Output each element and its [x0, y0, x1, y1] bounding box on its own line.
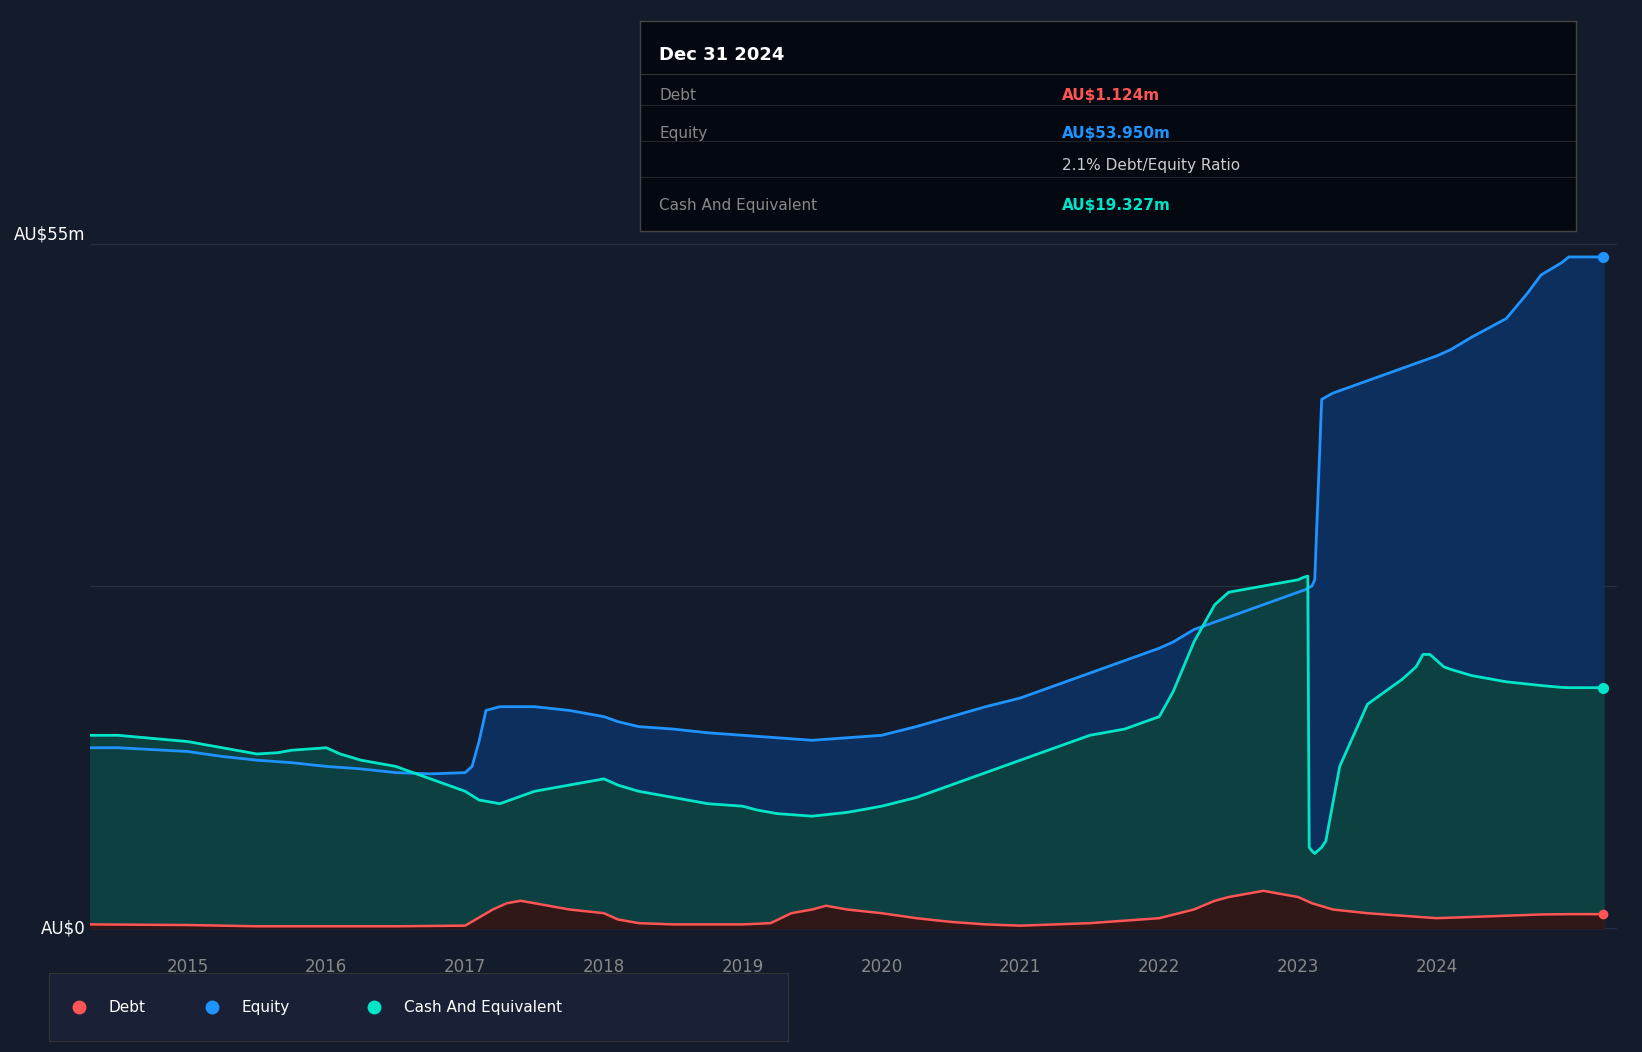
Text: Equity: Equity [658, 126, 708, 141]
Text: Cash And Equivalent: Cash And Equivalent [404, 999, 562, 1015]
Text: AU$1.124m: AU$1.124m [1062, 88, 1159, 103]
Text: Dec 31 2024: Dec 31 2024 [658, 46, 785, 64]
Text: AU$19.327m: AU$19.327m [1062, 198, 1171, 213]
Text: 2.1% Debt/Equity Ratio: 2.1% Debt/Equity Ratio [1062, 158, 1240, 173]
Text: AU$53.950m: AU$53.950m [1062, 126, 1171, 141]
Text: AU$0: AU$0 [41, 919, 85, 937]
Text: Debt: Debt [658, 88, 696, 103]
Text: Equity: Equity [241, 999, 289, 1015]
Text: Debt: Debt [108, 999, 146, 1015]
Text: AU$55m: AU$55m [15, 226, 85, 244]
Text: Cash And Equivalent: Cash And Equivalent [658, 198, 818, 213]
